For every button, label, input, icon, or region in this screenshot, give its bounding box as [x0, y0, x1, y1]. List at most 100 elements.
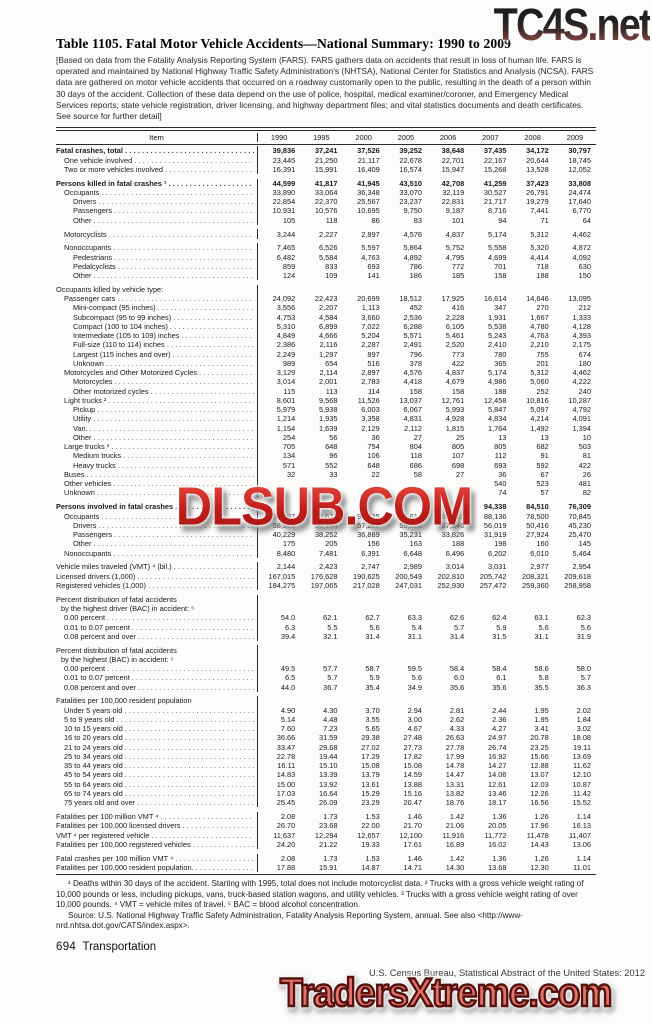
value-cell: 19.44: [319, 751, 338, 761]
value-cell: 4.67: [407, 724, 422, 734]
row-label: Full-size (110 to 114) inches...........…: [56, 340, 257, 349]
value-cell: 141: [367, 271, 380, 281]
value-cell: 71: [540, 215, 549, 225]
row-label: Other vehicles..........................…: [56, 479, 257, 488]
value-cell: 5.9: [496, 622, 507, 632]
table-row: Passengers..............................…: [56, 206, 596, 216]
value-cell: 1.14: [576, 812, 591, 822]
value-cell: 25,567: [357, 197, 380, 207]
value-cell: 6.0: [453, 673, 465, 683]
value-cell: 15.00: [276, 779, 296, 789]
value-cell: 258,958: [564, 580, 591, 590]
value-cell: 2,536: [403, 312, 423, 322]
value-cell: 21.22: [319, 839, 338, 849]
value-cell: 705: [282, 442, 296, 452]
value-cell: 2,228: [445, 312, 465, 322]
value-cell: 3,031: [488, 562, 507, 572]
table-row: Fatal crashes, total....................…: [56, 146, 596, 156]
value-cell: 16.92: [488, 751, 507, 761]
value-cell: 5.6: [580, 622, 591, 632]
dot-leader: ........................................…: [93, 414, 254, 424]
value-cell: 145: [578, 539, 591, 549]
value-cell: 859: [282, 261, 296, 271]
value-cell: 4,414: [530, 252, 549, 262]
table-row: Light trucks ²..........................…: [56, 395, 596, 406]
section-name: Transportation: [82, 940, 157, 953]
value-cell: 257,472: [479, 580, 507, 590]
value-cell: 773: [451, 349, 465, 359]
row-values: 105 118 86 83 101 94 71 64: [257, 215, 596, 225]
value-cell: 11,478: [526, 830, 549, 840]
value-cell: 13.31: [445, 779, 465, 789]
value-cell: 64: [582, 215, 591, 225]
value-cell: 5,993: [445, 405, 465, 415]
value-cell: 209,618: [564, 571, 591, 581]
value-cell: 94,614: [385, 512, 427, 521]
value-cell: 22,370: [314, 197, 338, 207]
value-cell: 2,287: [361, 340, 380, 350]
row-label: Fatal crashes, total....................…: [56, 146, 254, 156]
value-cell: 217,028: [353, 580, 380, 590]
row-label: 0.01 to 0.07 percent....................…: [64, 622, 254, 632]
year-header: 2009: [566, 132, 584, 142]
value-cell: 109: [325, 271, 338, 281]
value-cell: 35.5: [534, 682, 549, 692]
value-cell: 5,464: [572, 548, 592, 558]
table-row: Persons killed in fatal crashes ¹.......…: [56, 178, 596, 188]
value-cell: 11.01: [573, 862, 591, 872]
value-cell: 39,252: [399, 146, 422, 156]
value-cell: 17,925: [441, 294, 465, 304]
value-cell: 5,847: [488, 405, 507, 415]
value-cell: 4,666: [319, 331, 338, 341]
value-cell: 4,092: [572, 252, 592, 262]
value-cell: 4,928: [445, 414, 465, 424]
value-cell: 212: [578, 303, 591, 313]
value-cell: 94: [498, 215, 507, 225]
value-cell: 12,761: [441, 395, 465, 405]
row-values: 2.08 1.73 1.53 1.46 1.42 1.36 1.26 1.14: [257, 853, 596, 863]
value-cell: 29.68: [319, 742, 338, 752]
value-cell: 35,231: [385, 530, 427, 539]
dot-leader: ........................................…: [169, 321, 254, 331]
value-cell: 11.42: [573, 788, 591, 798]
year-header: 2007: [482, 132, 499, 142]
value-cell: 1.46: [407, 853, 422, 863]
value-cell: 115: [283, 386, 296, 396]
value-cell: 3,014: [445, 562, 465, 572]
row-label: Largest (115 inches and over)...........…: [73, 349, 254, 359]
value-cell: 82: [582, 488, 591, 498]
row-label: 16 to 20 years old......................…: [64, 733, 254, 743]
value-cell: 31.1: [407, 631, 422, 641]
value-cell: 592: [536, 460, 549, 470]
value-cell: 56: [329, 432, 338, 442]
value-cell: 254: [282, 432, 296, 442]
dot-leader: ........................................…: [116, 714, 254, 724]
value-cell: 106: [367, 451, 380, 461]
row-values: 4,753 4,584 3,660 2,536 2,228 1,931 1,667 1,333: [257, 312, 596, 322]
row-values: 39.4 32.1 31.4 31.1 31.4 31.5 31.1 31.9: [257, 631, 596, 641]
value-cell: 2.62: [449, 714, 465, 724]
value-cell: 3,660: [361, 312, 380, 322]
value-cell: 6,105: [445, 321, 465, 331]
dot-leader: ........................................…: [89, 423, 254, 433]
dot-leader: ........................................…: [137, 798, 254, 808]
row-values: 2.08 1.73 1.53 1.46 1.42 1.36 1.26 1.14: [257, 811, 596, 822]
value-cell: 22,678: [399, 155, 422, 165]
row-label: Subcompact (95 to 99 inches)............…: [73, 312, 254, 322]
row-label: Licensed drivers (1,000)................…: [56, 571, 254, 581]
value-cell: 2,001: [319, 377, 338, 387]
value-cell: 1.36: [492, 812, 507, 822]
value-cell: 11,772: [484, 830, 507, 840]
table-row: Other...................................…: [56, 271, 596, 281]
dot-leader: ........................................…: [86, 469, 254, 479]
value-cell: 4,418: [403, 377, 423, 387]
value-cell: 13.07: [530, 770, 549, 780]
value-cell: 13.61: [361, 779, 380, 789]
table-row: Motorcycles and Other Motorized Cycles..…: [56, 368, 596, 378]
row-values: [257, 645, 596, 655]
value-cell: 188: [536, 271, 549, 281]
value-cell: 17.03: [276, 788, 296, 798]
value-cell: 13.46: [488, 788, 507, 798]
value-cell: 7,441: [530, 206, 549, 216]
